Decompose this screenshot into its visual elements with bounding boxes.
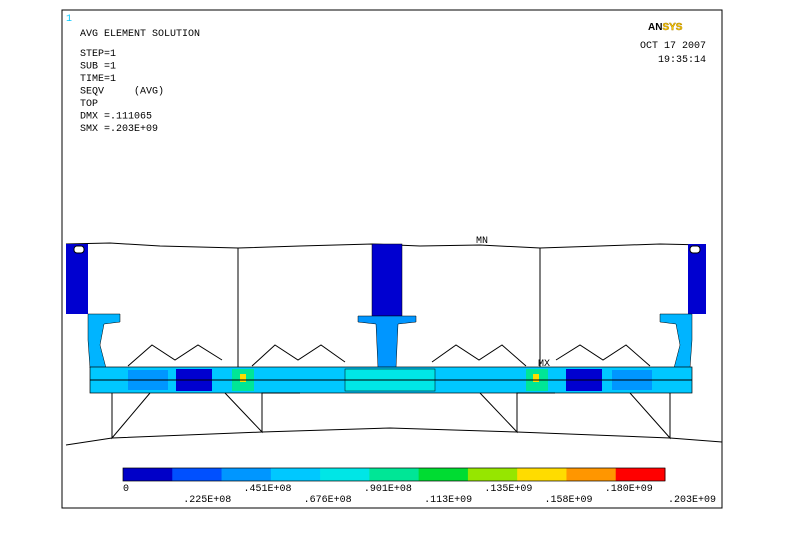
left-bracket bbox=[87, 313, 121, 369]
zigzag bbox=[127, 344, 223, 367]
bottom-edge bbox=[65, 427, 723, 446]
legend-label: .180E+09 bbox=[605, 484, 653, 495]
logo-an: AN bbox=[648, 22, 662, 33]
legend-label: .676E+08 bbox=[304, 495, 352, 506]
legend-swatch bbox=[221, 468, 272, 481]
legend-label: .451E+08 bbox=[243, 484, 291, 495]
legend-swatch bbox=[615, 468, 666, 481]
right-bracket bbox=[659, 313, 693, 369]
legend-label: .901E+08 bbox=[364, 484, 412, 495]
legend-swatch bbox=[566, 468, 617, 481]
header-line: TIME=1 bbox=[80, 74, 116, 85]
legend-swatch bbox=[418, 468, 469, 481]
zigzag bbox=[251, 344, 346, 367]
legend-swatch bbox=[467, 468, 518, 481]
header-line: SEQV (AVG) bbox=[80, 86, 164, 98]
logo-sys: SYS bbox=[662, 22, 682, 33]
legend-label: .113E+09 bbox=[424, 495, 472, 506]
date: OCT 17 2007 bbox=[640, 41, 706, 52]
legend-label: 0 bbox=[123, 484, 129, 495]
logo: ANSYS bbox=[648, 22, 683, 33]
legend-label: .203E+09 bbox=[668, 495, 716, 506]
hole bbox=[73, 245, 85, 254]
legend-swatch bbox=[320, 468, 370, 481]
support bbox=[479, 392, 555, 434]
legend-swatch bbox=[123, 468, 173, 481]
header-line: STEP=1 bbox=[80, 49, 116, 60]
legend-swatch bbox=[172, 468, 223, 481]
header-title: AVG ELEMENT SOLUTION bbox=[80, 29, 200, 40]
legend-swatch bbox=[270, 468, 321, 481]
model: MN MX bbox=[65, 236, 723, 446]
window-number: 1 bbox=[66, 14, 72, 25]
contour-patch bbox=[240, 374, 246, 382]
header-line: DMX =.111065 bbox=[80, 112, 152, 123]
legend-border bbox=[122, 467, 666, 482]
legend-swatch bbox=[517, 468, 567, 481]
min-label: MN bbox=[476, 236, 488, 247]
left-column bbox=[66, 244, 88, 314]
header-line: SUB =1 bbox=[80, 62, 116, 73]
center-column bbox=[371, 243, 403, 317]
legend-swatch bbox=[369, 468, 420, 481]
zigzag bbox=[555, 344, 651, 367]
legend-label: .135E+09 bbox=[484, 484, 532, 495]
legend: 0 .225E+08 .451E+08 .676E+08 .901E+08 .113E+0… bbox=[122, 467, 716, 506]
header-line: SMX =.203E+09 bbox=[80, 124, 158, 135]
max-label: MX bbox=[538, 359, 550, 370]
support bbox=[224, 392, 300, 434]
contour-patch bbox=[533, 374, 539, 382]
zigzag bbox=[431, 344, 527, 367]
time: 19:35:14 bbox=[658, 55, 706, 66]
header-line: TOP bbox=[80, 99, 98, 110]
right-column bbox=[688, 244, 706, 314]
hole bbox=[689, 245, 701, 254]
legend-label: .158E+09 bbox=[545, 495, 593, 506]
legend-label: .225E+08 bbox=[183, 495, 231, 506]
